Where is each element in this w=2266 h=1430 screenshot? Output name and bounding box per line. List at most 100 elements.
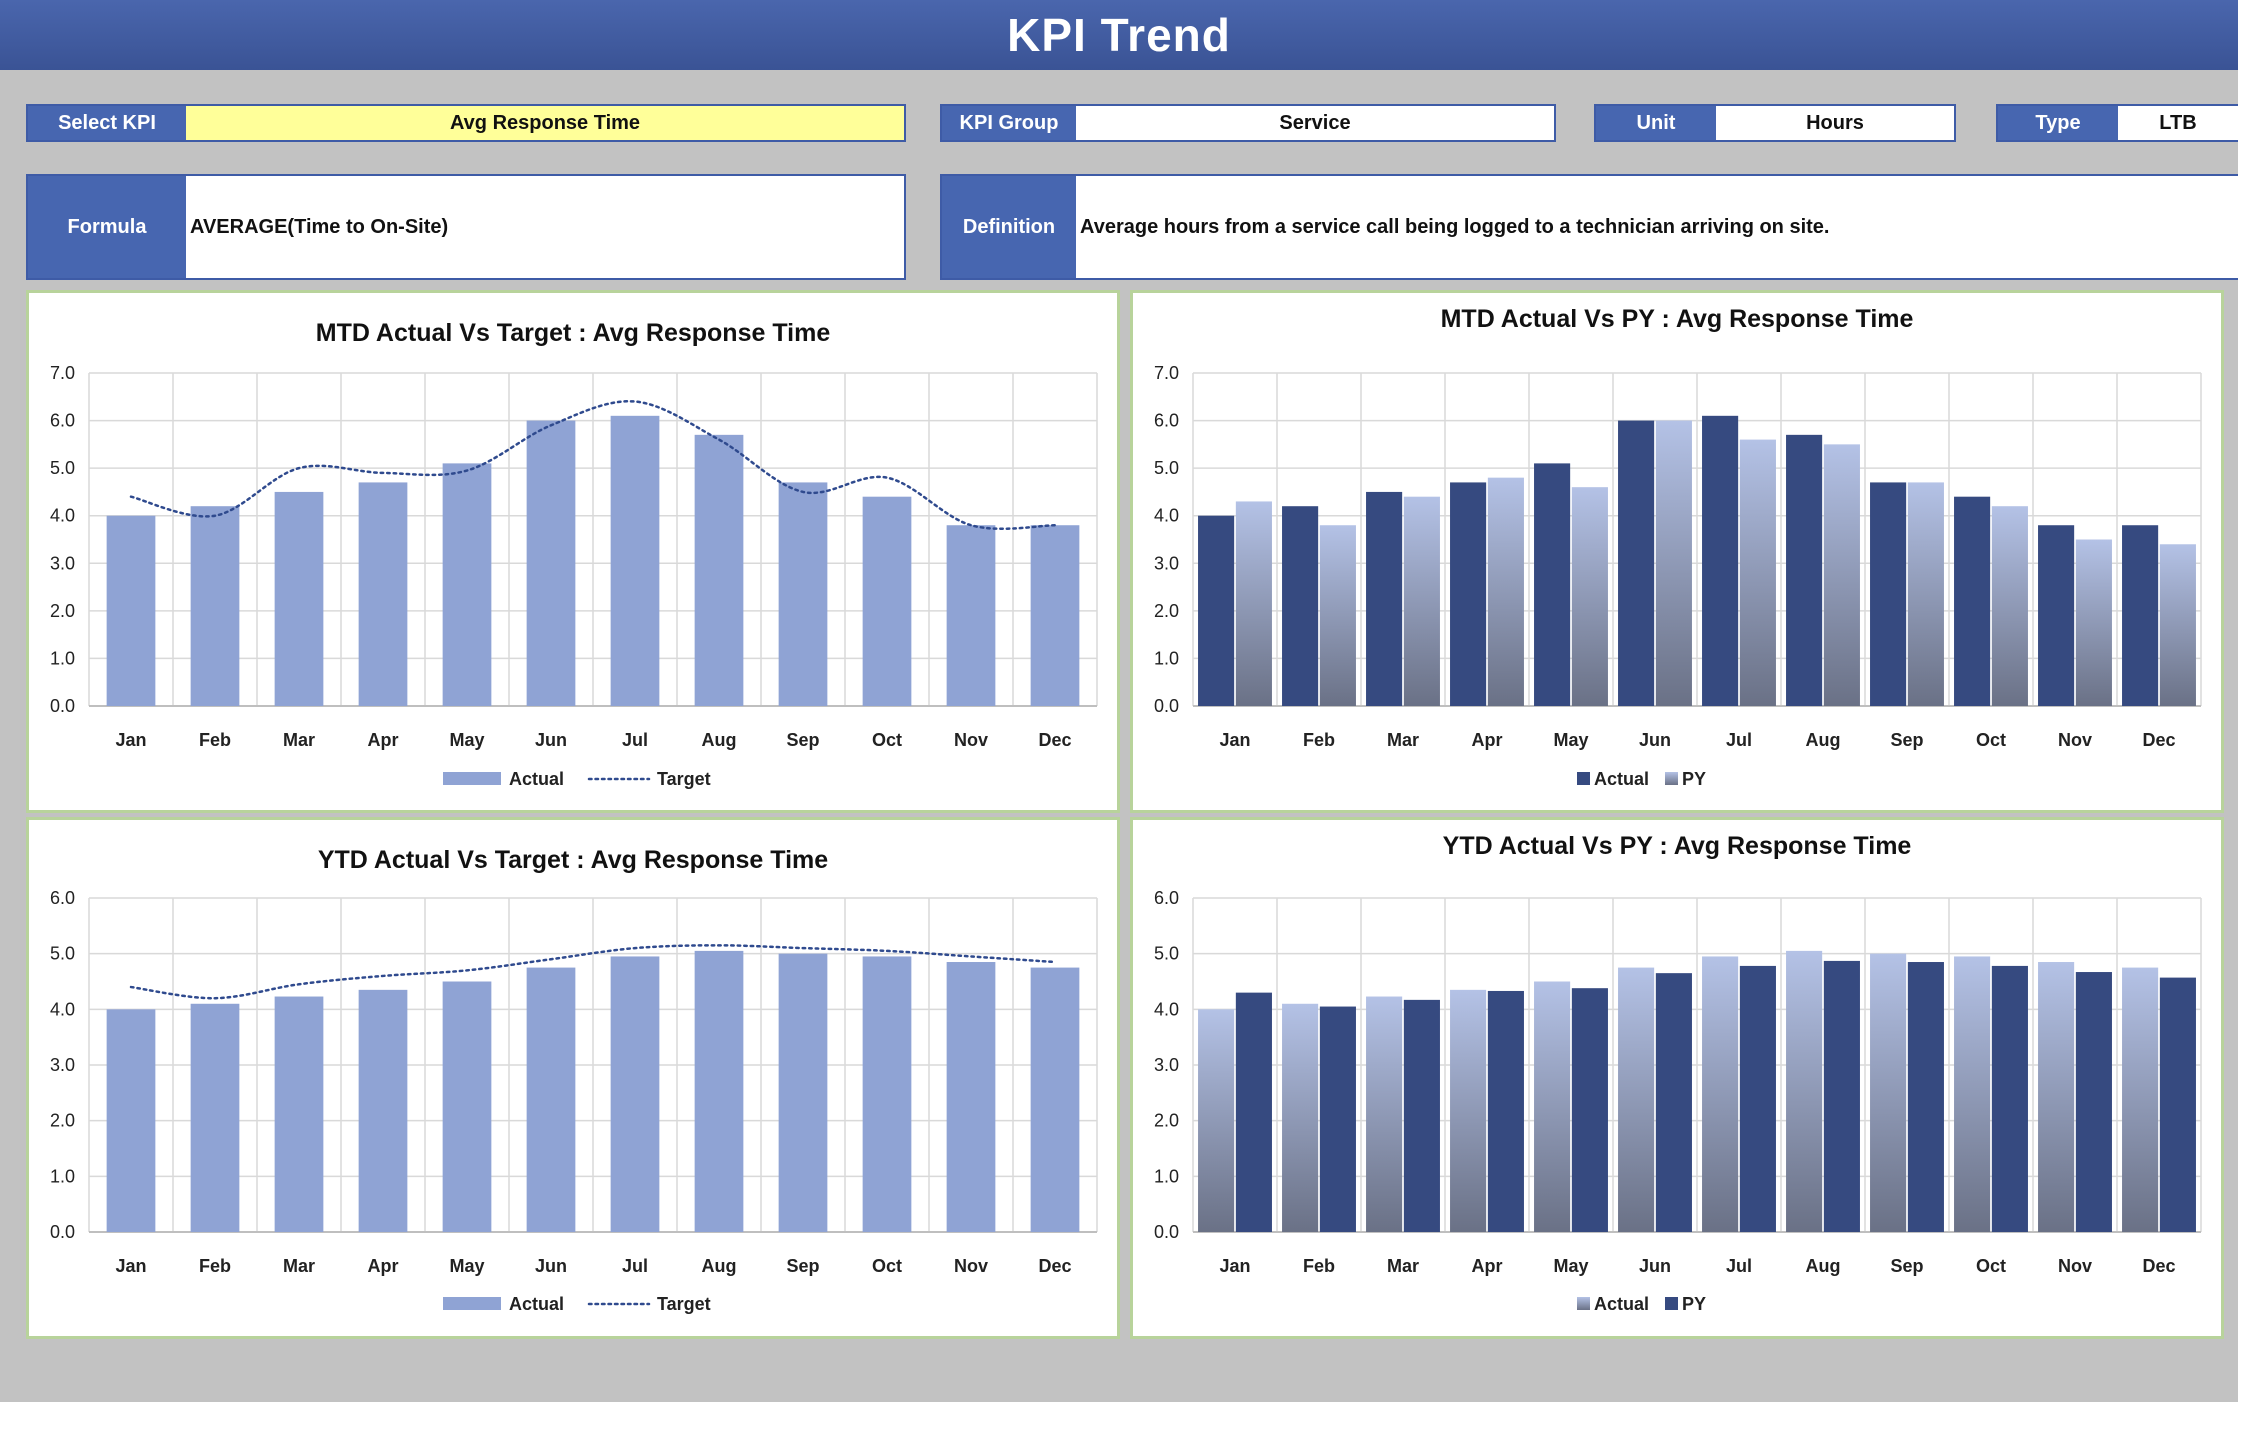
y-tick-label: 1.0	[1154, 1166, 1179, 1186]
y-tick-label: 6.0	[1154, 411, 1179, 431]
bar-actual	[1282, 506, 1319, 706]
title-banner: KPI Trend	[0, 0, 2238, 70]
y-tick-label: 5.0	[1154, 944, 1179, 964]
x-tick-label: Feb	[1303, 1256, 1335, 1276]
x-tick-label: Mar	[1387, 730, 1419, 750]
x-tick-label: Jun	[1639, 730, 1671, 750]
y-tick-label: 4.0	[50, 999, 75, 1019]
bar-actual	[442, 981, 492, 1232]
bar-py	[2075, 972, 2112, 1232]
bar-actual	[610, 956, 660, 1232]
select-kpi-label: Select KPI	[28, 106, 186, 140]
y-tick-label: 2.0	[1154, 601, 1179, 621]
chart-ytd-actual-vs-py-svg: YTD Actual Vs PY : Avg Response Time 0.0 1…	[1154, 832, 2202, 1314]
x-tick-label: Aug	[1806, 1256, 1841, 1276]
x-tick-label: Sep	[1890, 730, 1923, 750]
definition-field: Definition Average hours from a service …	[940, 174, 2238, 280]
x-tick-label: Oct	[1976, 730, 2006, 750]
bar-actual	[2038, 525, 2075, 706]
y-tick-label: 1.0	[50, 1166, 75, 1186]
bar-py	[1655, 420, 1692, 706]
chart-ytd-actual-vs-target: YTD Actual Vs Target : Avg Response Time…	[26, 817, 1120, 1339]
x-tick-label: Aug	[702, 730, 737, 750]
line-target	[129, 944, 1057, 1000]
bar-actual	[1618, 420, 1655, 706]
bar-py	[1571, 988, 1608, 1232]
bar-actual	[2122, 967, 2159, 1232]
bar-actual	[1870, 482, 1907, 706]
x-tick-label: Mar	[283, 730, 315, 750]
x-tick-label: Jul	[1726, 730, 1752, 750]
select-kpi-dropdown[interactable]: Avg Response Time	[186, 106, 904, 140]
bar-py	[1235, 501, 1272, 706]
x-tick-label: Oct	[872, 730, 902, 750]
x-tick-label: Mar	[283, 1256, 315, 1276]
bar-actual	[1450, 989, 1487, 1232]
bar-actual	[610, 415, 660, 706]
bar-py	[1823, 960, 1860, 1232]
bar-py	[1235, 992, 1272, 1232]
x-tick-label: Feb	[199, 730, 231, 750]
x-tick-label: Jan	[1219, 730, 1250, 750]
bar-actual	[274, 491, 324, 706]
bar-actual	[946, 962, 996, 1232]
x-tick-label: Jul	[1726, 1256, 1752, 1276]
x-tick-label: Sep	[786, 730, 819, 750]
bar-actual	[274, 996, 324, 1232]
y-tick-label: 7.0	[1154, 363, 1179, 383]
legend-swatch-actual	[1577, 772, 1590, 785]
bar-py	[2159, 544, 2196, 706]
bar-actual	[694, 950, 744, 1232]
bar-py	[1739, 965, 1776, 1232]
x-tick-label: May	[1553, 730, 1588, 750]
x-tick-label: Dec	[1038, 1256, 1071, 1276]
select-kpi-field: Select KPI Avg Response Time	[26, 104, 906, 142]
y-tick-label: 2.0	[1154, 1111, 1179, 1131]
definition-label: Definition	[942, 176, 1076, 278]
bar-actual	[1702, 956, 1739, 1232]
x-tick-label: Oct	[872, 1256, 902, 1276]
x-tick-label: Apr	[368, 1256, 399, 1276]
bar-actual	[526, 420, 576, 706]
y-tick-label: 0.0	[50, 696, 75, 716]
kpi-group-field: KPI Group Service	[940, 104, 1556, 142]
y-tick-label: 4.0	[1154, 999, 1179, 1019]
bar-actual	[2122, 525, 2159, 706]
bar-py	[2159, 977, 2196, 1232]
legend-label-py: PY	[1682, 1294, 1706, 1314]
bar-actual	[1786, 950, 1823, 1232]
bar-py	[1907, 962, 1944, 1232]
bar-actual	[358, 989, 408, 1232]
bar-py	[1319, 1006, 1356, 1232]
legend-label-actual: Actual	[509, 1294, 564, 1314]
unit-value: Hours	[1806, 111, 1864, 134]
type-value: LTB	[2159, 111, 2197, 134]
x-tick-label: Nov	[2058, 1256, 2092, 1276]
bar-actual	[778, 482, 828, 706]
legend-label-target: Target	[657, 769, 711, 789]
y-tick-label: 5.0	[50, 458, 75, 478]
unit-field: Unit Hours	[1594, 104, 1956, 142]
bar-actual	[1198, 515, 1235, 706]
bar-actual	[1450, 482, 1487, 706]
unit-label: Unit	[1596, 106, 1716, 140]
x-tick-label: Apr	[1472, 730, 1503, 750]
chart-title: YTD Actual Vs PY : Avg Response Time	[1443, 832, 1912, 860]
x-tick-label: Jun	[535, 730, 567, 750]
y-tick-label: 0.0	[50, 1222, 75, 1242]
bar-actual	[1534, 463, 1571, 706]
legend-swatch-py	[1665, 1297, 1678, 1310]
bar-actual	[862, 956, 912, 1232]
y-tick-label: 0.0	[1154, 696, 1179, 716]
x-tick-label: Dec	[1038, 730, 1071, 750]
bar-actual	[2038, 962, 2075, 1232]
dashboard-sheet: KPI Trend Select KPI Avg Response Time K…	[0, 0, 2238, 1402]
legend-swatch-actual	[443, 772, 501, 785]
chart-mtd-actual-vs-py-svg: MTD Actual Vs PY : Avg Response Time 0.0 1…	[1154, 305, 2202, 789]
x-tick-label: Apr	[1472, 1256, 1503, 1276]
x-tick-label: Jun	[1639, 1256, 1671, 1276]
bar-actual	[1954, 956, 1991, 1232]
page-title: KPI Trend	[1007, 9, 1231, 61]
bar-py	[1319, 525, 1356, 706]
